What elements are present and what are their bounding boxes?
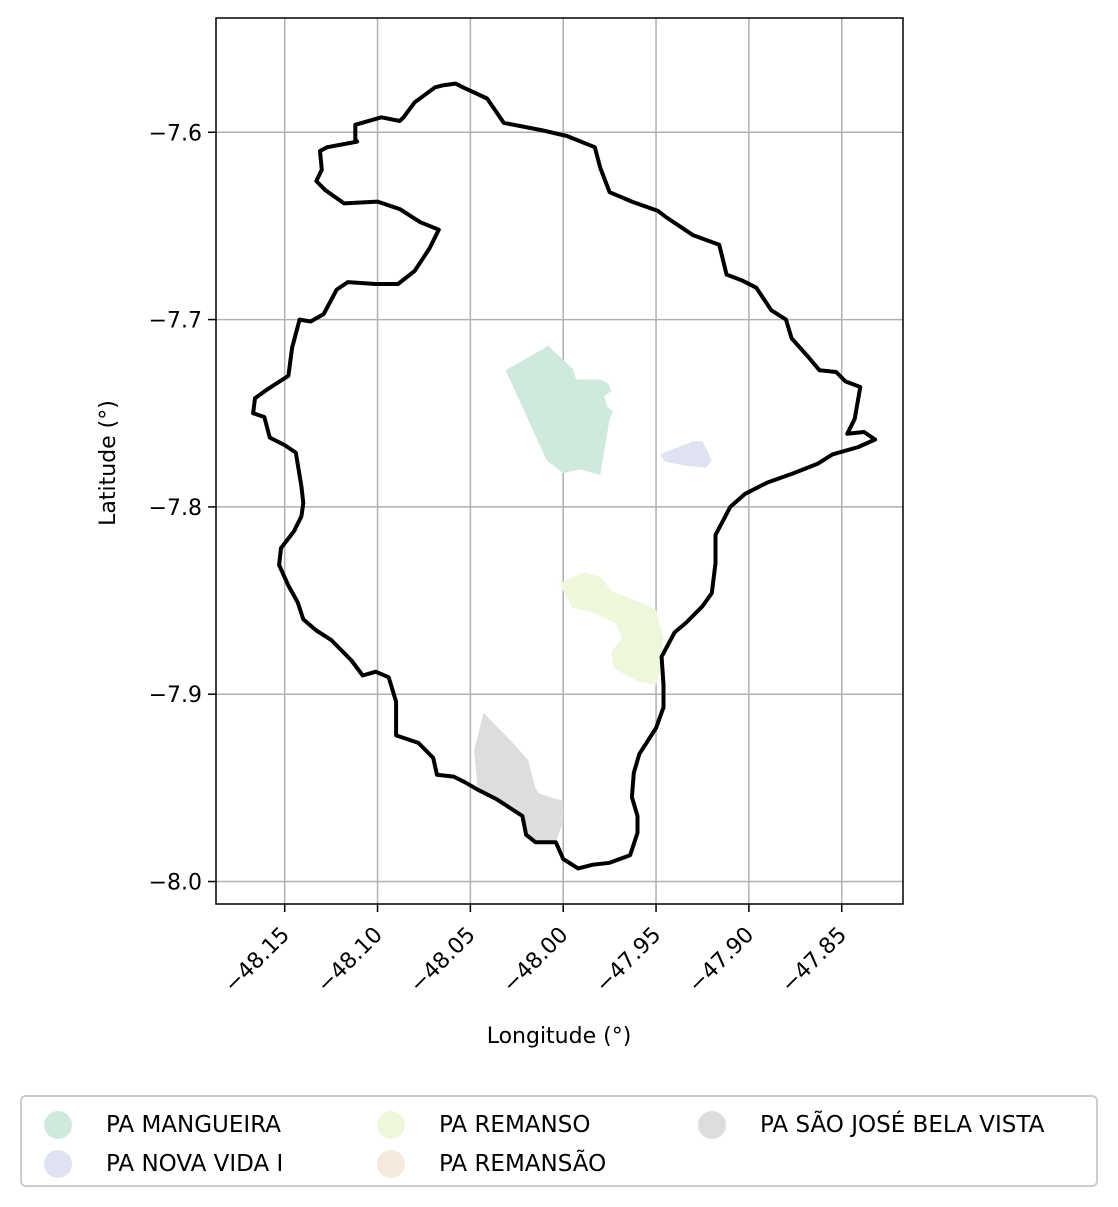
y-tick-label: −7.8 (149, 496, 202, 521)
y-tick-label: −8.0 (149, 871, 202, 896)
area-pa-mangueira (505, 345, 614, 475)
legend: PA MANGUEIRA PA NOVA VIDA I PA REMANSO P… (20, 1095, 1098, 1187)
legend-marker-nova-vida (44, 1150, 72, 1178)
plot-frame (215, 17, 904, 905)
legend-item-sao-jose: PA SÃO JOSÉ BELA VISTA (698, 1109, 1044, 1141)
legend-marker-sao-jose (698, 1111, 726, 1139)
y-tick-label: −7.7 (149, 309, 202, 334)
legend-marker-remanso (377, 1111, 405, 1139)
legend-item-remansao: PA REMANSÃO (377, 1148, 606, 1180)
legend-item-remanso: PA REMANSO (377, 1109, 590, 1141)
legend-label-nova-vida: PA NOVA VIDA I (106, 1151, 284, 1177)
municipality-boundary (251, 81, 878, 871)
settlement-areas (474, 345, 712, 843)
legend-item-nova-vida: PA NOVA VIDA I (44, 1148, 283, 1180)
x-axis-label: Longitude (°) (487, 1024, 632, 1049)
y-tick-label: −7.9 (149, 683, 202, 708)
x-tick-label: −48.05 (405, 923, 480, 998)
area-pa-remanso (559, 572, 664, 685)
legend-item-mangueira: PA MANGUEIRA (44, 1109, 281, 1141)
legend-label-remanso: PA REMANSO (439, 1112, 591, 1138)
x-tick-label: −48.10 (313, 923, 388, 998)
legend-label-remansao: PA REMANSÃO (439, 1151, 607, 1177)
legend-label-sao-jose: PA SÃO JOSÉ BELA VISTA (760, 1112, 1045, 1138)
legend-label-mangueira: PA MANGUEIRA (106, 1112, 281, 1138)
area-pa-nova-vida-i (659, 441, 712, 468)
grid (216, 18, 903, 904)
legend-marker-mangueira (44, 1111, 72, 1139)
x-tick-label: −48.15 (220, 923, 295, 998)
x-tick-label: −47.95 (591, 923, 666, 998)
x-tick-label: −48.00 (498, 923, 573, 998)
y-tick-label: −7.6 (149, 121, 202, 146)
map-chart: −48.15 −48.10 −48.05 −48.00 −47.95 −47.90 −47.… (96, 17, 904, 1049)
x-tick-label: −47.85 (777, 923, 852, 998)
y-axis-label: Latitude (°) (96, 400, 121, 526)
legend-marker-remansao (377, 1150, 405, 1178)
area-pa-s-o-jos-bela-vista (474, 712, 564, 843)
x-tick-label: −47.90 (684, 923, 759, 998)
